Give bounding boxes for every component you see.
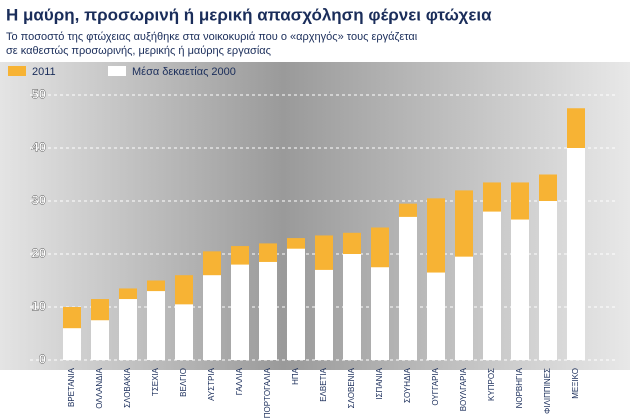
legend-label: 2011 <box>32 66 56 78</box>
subtitle: σε καθεστώς προσωρινής, μερικής ή μαύρης… <box>6 45 271 57</box>
bar <box>427 272 445 360</box>
x-tick-label: ΟΛΛΑΝΔΙΑ <box>95 367 104 408</box>
bar <box>455 256 473 360</box>
y-tick-label: 50 <box>32 86 46 101</box>
legend-swatch <box>108 66 126 76</box>
legend-swatch <box>8 66 26 76</box>
y-tick-label: 40 <box>32 139 46 154</box>
legend-label: Μέσα δεκαετίας 2000 <box>132 66 236 78</box>
label-band <box>0 370 630 420</box>
x-tick-label: ΣΛΟΒΕΝΙΑ <box>347 367 356 408</box>
bar <box>63 328 81 360</box>
y-tick-label: 0 <box>39 351 46 366</box>
bar <box>315 269 333 360</box>
x-tick-label: ΣΛΟΒΑΚΙΑ <box>123 367 132 408</box>
x-tick-label: ΝΟΡΒΗΓΙΑ <box>515 367 524 408</box>
bar <box>147 291 165 360</box>
bar <box>343 254 361 360</box>
bar <box>539 201 557 360</box>
x-tick-label: ΙΣΠΑΝΙΑ <box>375 367 384 399</box>
bar <box>231 264 249 360</box>
x-tick-label: ΜΕΞΙΚΟ <box>571 368 580 399</box>
x-tick-label: ΠΟΡΤΟΓΑΛΙΑ <box>263 367 272 418</box>
x-tick-label: ΚΥΠΡΟΣ <box>487 368 496 401</box>
subtitle: Το ποσοστό της φτώχειας αυξήθηκε στα νοι… <box>6 31 418 43</box>
bar <box>287 248 305 360</box>
x-tick-label: ΓΑΛΛΙΑ <box>235 367 244 395</box>
bar <box>511 219 529 360</box>
x-tick-label: ΑΥΣΤΡΙΑ <box>207 367 216 400</box>
x-tick-label: ΤΣΕΧΙΑ <box>151 367 160 396</box>
chart-title: Η μαύρη, προσωρινή ή μερική απασχόληση φ… <box>6 5 492 24</box>
bar <box>567 148 585 360</box>
x-tick-label: ΕΛΒΕΤΙΑ <box>319 367 328 401</box>
x-tick-label: ΗΠΑ <box>291 367 300 385</box>
x-tick-label: ΣΟΥΗΔΙΑ <box>403 367 412 403</box>
x-tick-label: ΦΙΛΙΠΠΙΝΕΣ <box>543 368 552 414</box>
bar <box>259 261 277 360</box>
x-tick-label: ΟΥΓΓΑΡΙΑ <box>431 367 440 405</box>
bar <box>399 216 417 360</box>
y-tick-label: 20 <box>32 245 46 260</box>
x-tick-label: ΒΟΥΛΓΑΡΙΑ <box>459 367 468 411</box>
bar <box>175 304 193 360</box>
bar <box>203 275 221 360</box>
bar <box>119 299 137 360</box>
bar <box>371 267 389 360</box>
y-tick-label: 30 <box>32 192 46 207</box>
x-tick-label: ΒΕΛΓΙΟ <box>179 368 188 397</box>
x-tick-label: ΒΡΕΤΑΝΙΑ <box>67 367 76 407</box>
bar <box>91 320 109 360</box>
bar <box>483 211 501 360</box>
y-tick-label: 10 <box>32 298 46 313</box>
